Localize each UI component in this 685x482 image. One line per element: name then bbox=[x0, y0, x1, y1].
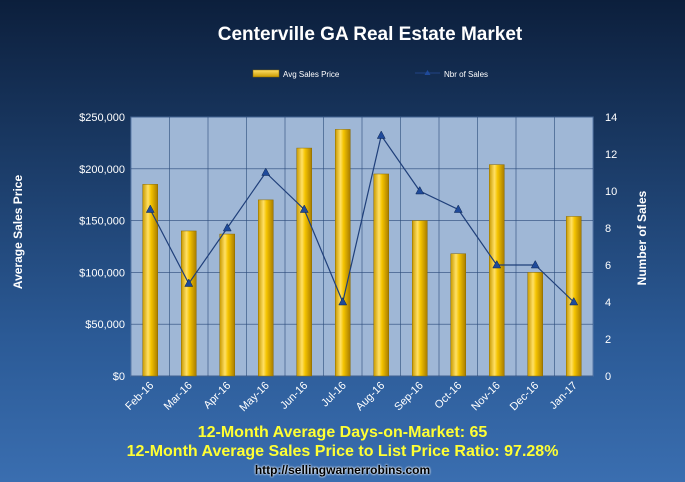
y2-tick-label: 4 bbox=[605, 297, 611, 309]
bar-jun-16 bbox=[296, 147, 312, 377]
y2-tick-label: 14 bbox=[605, 112, 617, 124]
x-tick-label: Feb-16 bbox=[123, 380, 156, 413]
bar-mar-16 bbox=[181, 230, 197, 377]
sales-point-jul-16 bbox=[338, 296, 348, 306]
sales-point-jan-17 bbox=[569, 296, 579, 306]
sales-point-feb-16 bbox=[145, 204, 155, 213]
sales-point-mar-16 bbox=[184, 278, 194, 287]
legend-label-avg-sales-price: Avg Sales Price bbox=[283, 70, 340, 79]
bar-jan-17 bbox=[566, 216, 582, 377]
bar-jul-16 bbox=[335, 129, 351, 377]
x-tick-label: Mar-16 bbox=[162, 380, 195, 413]
x-tick-label: Oct-16 bbox=[433, 380, 465, 412]
sales-point-nov-16 bbox=[492, 259, 502, 269]
y2-tick-label: 0 bbox=[605, 371, 611, 383]
sales-point-apr-16 bbox=[222, 222, 232, 232]
y-tick-label: $50,000 bbox=[85, 319, 125, 331]
y-axis-ticks: $0 $50,000 $100,000 $150,000 $200,000 $250,00… bbox=[79, 112, 125, 383]
sales-point-dec-16 bbox=[530, 259, 540, 269]
y2-tick-label: 2 bbox=[605, 334, 611, 346]
x-tick-label: Jan-17 bbox=[548, 380, 580, 412]
sales-point-sep-16 bbox=[415, 185, 425, 195]
x-tick-label: Aug-16 bbox=[354, 380, 388, 414]
bar-may-16 bbox=[258, 199, 274, 377]
y-tick-label: $0 bbox=[113, 371, 125, 383]
legend-label-nbr-of-sales: Nbr of Sales bbox=[444, 70, 488, 79]
x-tick-label: May-16 bbox=[237, 380, 271, 414]
y-axis-label: Average Sales Price bbox=[11, 175, 25, 290]
sales-point-may-16 bbox=[261, 167, 271, 176]
y-tick-label: $150,000 bbox=[79, 216, 125, 228]
x-tick-label: Sep-16 bbox=[392, 380, 426, 414]
y2-axis-label: Number of Sales bbox=[635, 190, 649, 285]
bar-apr-16 bbox=[219, 233, 235, 377]
y-tick-label: $100,000 bbox=[79, 267, 125, 279]
sales-line bbox=[145, 130, 579, 306]
bar-sep-16 bbox=[412, 220, 428, 377]
x-tick-label: Jul-16 bbox=[319, 380, 349, 410]
bar-feb-16 bbox=[142, 184, 158, 377]
legend-swatch-avg-sales-price bbox=[252, 69, 280, 78]
x-tick-label: Apr-16 bbox=[202, 380, 234, 412]
chart-title: Centerville GA Real Estate Market bbox=[218, 24, 523, 45]
bars bbox=[142, 129, 582, 377]
sales-point-jun-16 bbox=[299, 204, 309, 213]
sales-point-aug-16 bbox=[376, 130, 386, 139]
y2-tick-label: 6 bbox=[605, 260, 611, 272]
y2-axis-ticks: 0 2 4 6 8 10 12 14 bbox=[605, 112, 617, 383]
website-link[interactable]: http://sellingwarnerrobins.com bbox=[254, 463, 431, 477]
x-tick-label: Nov-16 bbox=[469, 380, 503, 414]
bar-dec-16 bbox=[527, 272, 543, 377]
legend-marker-nbr-of-sales bbox=[424, 70, 431, 75]
x-tick-label: Dec-16 bbox=[508, 380, 542, 414]
y2-tick-label: 12 bbox=[605, 149, 617, 161]
sales-point-oct-16 bbox=[453, 204, 463, 213]
y2-tick-label: 8 bbox=[605, 223, 611, 235]
bar-nov-16 bbox=[489, 164, 505, 377]
price-ratio-text: 12-Month Average Sales Price to List Pri… bbox=[126, 443, 559, 460]
x-axis-ticks: Feb-16 Mar-16 Apr-16 May-16 Jun-16 Jul-16 Aug-… bbox=[123, 380, 580, 414]
y2-tick-label: 10 bbox=[605, 186, 617, 198]
nbr-of-sales-line bbox=[149, 134, 575, 304]
bar-oct-16 bbox=[450, 253, 466, 377]
y-tick-label: $250,000 bbox=[79, 112, 125, 124]
x-tick-label: Jun-16 bbox=[278, 380, 310, 412]
legend: Avg Sales Price Nbr of Sales bbox=[252, 69, 488, 79]
y-tick-label: $200,000 bbox=[79, 164, 125, 176]
bar-aug-16 bbox=[373, 173, 389, 377]
days-on-market-text: 12-Month Average Days-on-Market: 65 bbox=[197, 424, 488, 441]
